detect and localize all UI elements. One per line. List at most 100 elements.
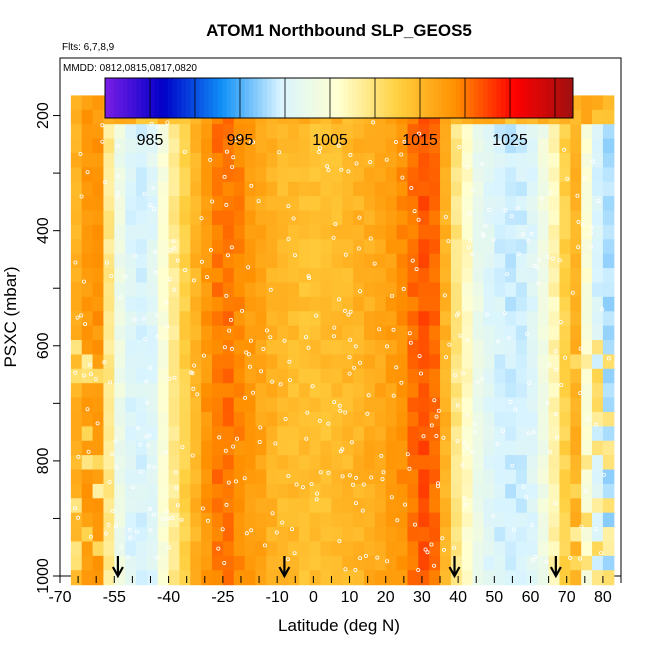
- observation-point: [553, 349, 558, 354]
- heatmap-cell: [125, 541, 137, 557]
- heatmap-cell: [429, 268, 441, 284]
- observation-point: [361, 482, 366, 487]
- heatmap-cell: [429, 426, 441, 442]
- heatmap-cell: [125, 440, 137, 456]
- heatmap-cell: [494, 368, 506, 384]
- heatmap-cell: [92, 383, 105, 399]
- heatmap-cell: [559, 570, 571, 586]
- heatmap-cell: [385, 296, 398, 312]
- colorbar-segment: [447, 78, 452, 118]
- observation-point: [418, 371, 423, 376]
- heatmap-cell: [136, 397, 148, 413]
- heatmap-cell: [526, 253, 539, 269]
- observation-point: [589, 244, 594, 249]
- heatmap-cell: [266, 354, 278, 370]
- heatmap-cell: [461, 124, 474, 140]
- heatmap-cell: [320, 325, 333, 341]
- heatmap-cell: [266, 138, 278, 154]
- heatmap-cell: [592, 426, 604, 442]
- colorbar-segment: [172, 78, 178, 118]
- heatmap-cell: [114, 210, 126, 226]
- heatmap-cell: [309, 296, 322, 312]
- heatmap-cell: [244, 239, 257, 255]
- heatmap-cell: [255, 368, 267, 384]
- observation-point: [583, 488, 588, 493]
- heatmap-cell: [526, 239, 539, 255]
- heatmap-cell: [136, 224, 148, 240]
- heatmap-cell: [548, 397, 561, 413]
- heatmap-cell: [222, 570, 235, 586]
- heatmap-cell: [168, 152, 181, 168]
- heatmap-cell: [548, 340, 561, 356]
- heatmap-cell: [179, 325, 191, 341]
- heatmap-cell: [342, 253, 354, 269]
- observation-point: [350, 482, 355, 487]
- observation-point: [342, 308, 347, 313]
- heatmap-cell: [494, 224, 506, 240]
- heatmap-cell: [353, 570, 365, 586]
- heatmap-cell: [103, 152, 115, 168]
- heatmap-cell: [288, 124, 300, 140]
- observation-point: [600, 307, 605, 312]
- heatmap-cell: [277, 196, 289, 212]
- heatmap-cell: [461, 397, 474, 413]
- heatmap-cell: [136, 152, 148, 168]
- colorbar-segment: [474, 78, 479, 118]
- observation-point: [233, 137, 238, 142]
- heatmap-cell: [407, 570, 419, 586]
- heatmap-cell: [483, 210, 495, 226]
- heatmap-cell: [212, 483, 224, 499]
- heatmap-cell: [190, 296, 202, 312]
- heatmap-cell: [602, 95, 615, 111]
- heatmap-cell: [494, 469, 506, 485]
- heatmap-cell: [472, 311, 485, 327]
- heatmap-cell: [81, 570, 94, 586]
- observation-point: [155, 334, 160, 339]
- heatmap-cell: [233, 253, 246, 269]
- observation-point: [148, 365, 153, 370]
- heatmap-cell: [298, 311, 311, 327]
- heatmap-cell: [103, 397, 115, 413]
- colorbar-segment: [118, 78, 124, 118]
- heatmap-cell: [592, 397, 604, 413]
- heatmap-cell: [277, 253, 289, 269]
- heatmap-cell: [483, 469, 495, 485]
- heatmap-cell: [81, 167, 94, 183]
- heatmap-cell: [505, 570, 517, 586]
- heatmap-cell: [288, 167, 300, 183]
- colorbar-segment: [222, 78, 227, 118]
- heatmap-cell: [309, 253, 322, 269]
- observation-point: [332, 400, 337, 405]
- heatmap-cell: [559, 124, 571, 140]
- observation-point: [249, 183, 254, 188]
- observation-point: [102, 360, 107, 365]
- heatmap-cell: [255, 541, 267, 557]
- heatmap-cell: [320, 555, 333, 571]
- heatmap-cell: [537, 239, 550, 255]
- heatmap-cell: [125, 210, 137, 226]
- colorbar-segment: [555, 78, 560, 118]
- heatmap-cell: [103, 469, 115, 485]
- heatmap-cell: [407, 555, 419, 571]
- heatmap-cell: [233, 368, 246, 384]
- heatmap-cell: [537, 426, 550, 442]
- observation-point: [326, 470, 331, 475]
- observation-point: [399, 152, 404, 157]
- heatmap-cell: [255, 181, 267, 197]
- heatmap-cell: [103, 224, 115, 240]
- heatmap-cell: [440, 210, 452, 226]
- observation-point: [339, 167, 344, 172]
- heatmap-cell: [483, 354, 495, 370]
- heatmap-cell: [537, 224, 550, 240]
- heatmap-cell: [581, 397, 593, 413]
- heatmap-cell: [309, 268, 322, 284]
- heatmap-cell: [298, 440, 311, 456]
- heatmap-cell: [288, 512, 300, 528]
- observation-point: [149, 121, 154, 126]
- heatmap-cell: [342, 455, 354, 471]
- heatmap-cell: [298, 383, 311, 399]
- heatmap-cell: [244, 383, 257, 399]
- heatmap-cell: [255, 570, 267, 586]
- colorbar-segment: [559, 78, 565, 118]
